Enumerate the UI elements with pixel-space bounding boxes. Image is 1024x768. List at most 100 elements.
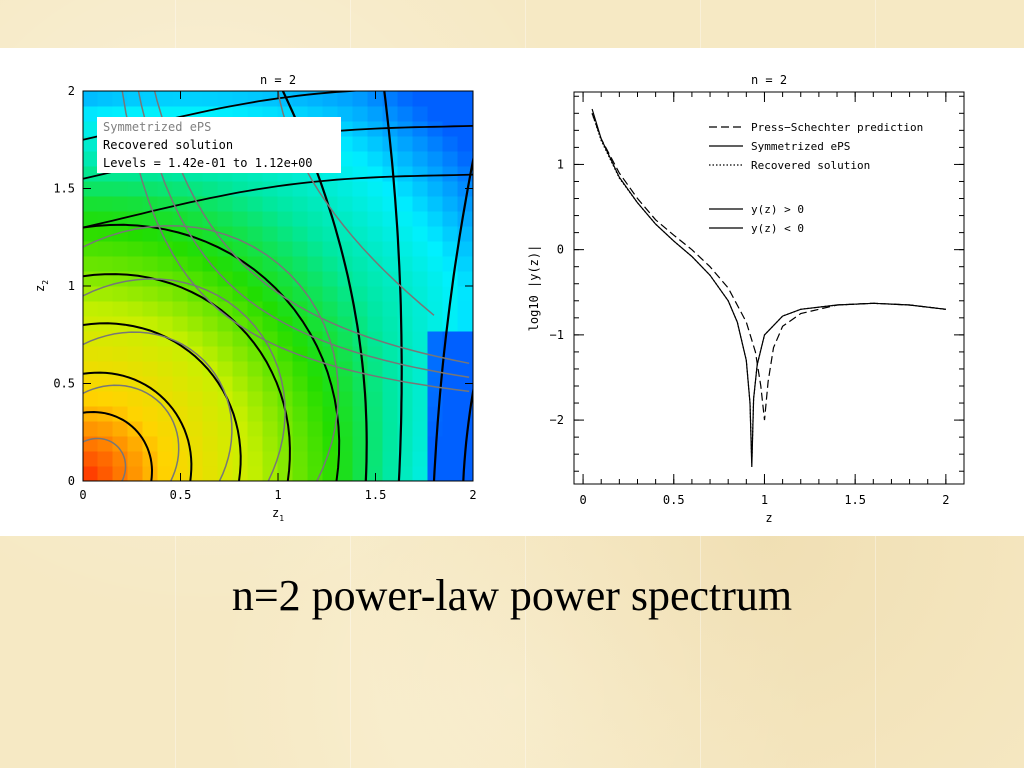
heatmap-cell <box>292 210 309 227</box>
heatmap-cell <box>112 375 129 392</box>
heatmap-cell <box>97 195 114 212</box>
heatmap-cell <box>247 180 264 197</box>
heatmap-cell <box>382 450 399 467</box>
heatmap-cell <box>397 255 414 272</box>
heatmap-cell <box>442 345 459 362</box>
heatmap-cell <box>217 360 234 377</box>
heatmap-cell <box>262 450 279 467</box>
heatmap-cell <box>292 285 309 302</box>
heatmap-cell <box>412 465 429 481</box>
heatmap-cell <box>442 300 459 317</box>
heatmap-cell <box>202 345 219 362</box>
heatmap-cell <box>232 345 249 362</box>
heatmap-cell <box>83 465 99 481</box>
heatmap-cell <box>397 91 414 107</box>
heatmap-cell <box>232 300 249 317</box>
heatmap-cell <box>277 210 294 227</box>
legend-entry: Levels = 1.42e-01 to 1.12e+00 <box>103 156 313 170</box>
heatmap-cell <box>172 375 189 392</box>
heatmap-cell <box>262 405 279 422</box>
heatmap-cell <box>247 390 264 407</box>
heatmap-cell <box>382 405 399 422</box>
heatmap-cell <box>97 390 114 407</box>
heatmap-cell <box>142 255 159 272</box>
heatmap-cell <box>262 255 279 272</box>
heatmap-cell <box>187 240 204 257</box>
heatmap-cell <box>262 270 279 287</box>
heatmap-cell <box>83 270 99 287</box>
heatmap-cell <box>232 405 249 422</box>
heatmap-cell <box>382 285 399 302</box>
heatmap-cell <box>397 390 414 407</box>
y-tick-label: 0 <box>557 243 564 257</box>
heatmap-cell <box>457 315 473 332</box>
heatmap-cell <box>83 210 99 227</box>
recovered-contour <box>432 155 473 481</box>
heatmap-cell <box>352 375 369 392</box>
heatmap-cell <box>337 330 354 347</box>
heatmap-cell <box>367 405 384 422</box>
heatmap-cell <box>367 150 384 167</box>
heatmap-cell <box>457 120 473 137</box>
heatmap-cell <box>382 270 399 287</box>
heatmap-cell <box>337 390 354 407</box>
heatmap-cell <box>352 285 369 302</box>
heatmap-cell <box>397 180 414 197</box>
heatmap-cell <box>187 91 204 107</box>
heatmap-cell <box>157 390 174 407</box>
heatmap-cell <box>442 420 459 437</box>
heatmap-cell <box>187 300 204 317</box>
heatmap-cell <box>127 345 144 362</box>
heatmap-cell <box>217 225 234 242</box>
heatmap-cell <box>427 405 444 422</box>
heatmap-cell <box>382 345 399 362</box>
heatmap-cell <box>322 240 339 257</box>
heatmap-cell <box>127 180 144 197</box>
heatmap-cell <box>427 165 444 182</box>
legend-entry: Recovered solution <box>103 138 233 152</box>
heatmap-cell <box>412 270 429 287</box>
heatmap-cell <box>83 450 99 467</box>
heatmap-cell <box>442 225 459 242</box>
heatmap-cell <box>397 360 414 377</box>
heatmap-cell <box>262 240 279 257</box>
heatmap-cell <box>277 285 294 302</box>
heatmap-cell <box>412 375 429 392</box>
heatmap-cell <box>352 91 369 107</box>
heatmap-cell <box>157 91 174 107</box>
heatmap-cell <box>247 255 264 272</box>
heatmap-cell <box>397 405 414 422</box>
heatmap-cell <box>382 390 399 407</box>
heatmap-cell <box>382 180 399 197</box>
heatmap-cell <box>112 91 129 107</box>
heatmap-cell <box>367 210 384 227</box>
heatmap-cell <box>202 315 219 332</box>
heatmap-cell <box>352 180 369 197</box>
heatmap-cell <box>367 420 384 437</box>
heatmap-cell <box>97 420 114 437</box>
heatmap-cell <box>157 375 174 392</box>
x-tick-label: 1 <box>761 493 768 507</box>
heatmap-cell <box>337 210 354 227</box>
y-axis-label: log10 |y(z)| <box>527 245 541 332</box>
heatmap-cell <box>127 195 144 212</box>
y-tick-label: 2 <box>68 84 75 98</box>
heatmap-cell <box>232 195 249 212</box>
heatmap-cell <box>367 450 384 467</box>
heatmap-cell <box>142 345 159 362</box>
heatmap-cell <box>292 405 309 422</box>
heatmap-cell <box>337 165 354 182</box>
y-tick-label: 0.5 <box>53 377 75 391</box>
heatmap-cell <box>142 360 159 377</box>
heatmap-cell <box>442 120 459 137</box>
heatmap-cell <box>217 435 234 452</box>
heatmap-cell <box>97 285 114 302</box>
heatmap-cell <box>412 255 429 272</box>
heatmap-cell <box>127 390 144 407</box>
heatmap-cell <box>157 360 174 377</box>
heatmap-cell <box>337 270 354 287</box>
heatmap-cell <box>397 165 414 182</box>
x-tick-label: 0 <box>79 488 86 502</box>
heatmap-cell <box>217 91 234 107</box>
heatmap-cell <box>292 465 309 481</box>
